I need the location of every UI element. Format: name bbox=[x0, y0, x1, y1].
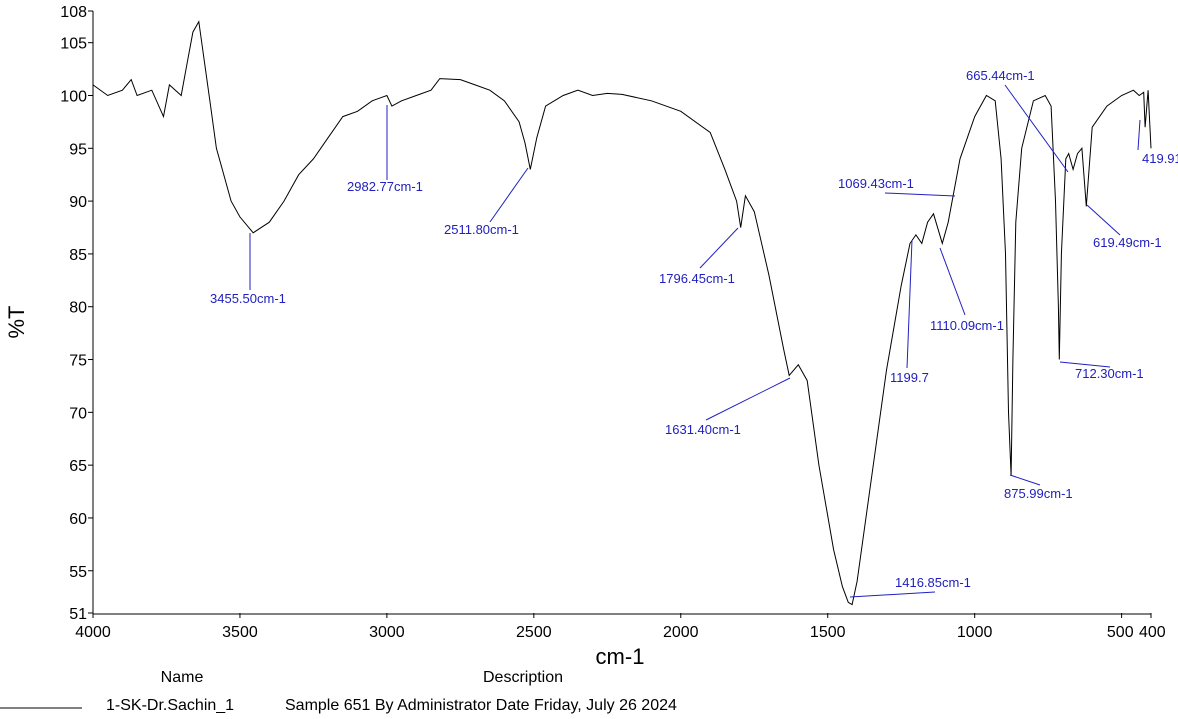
peak-label: 1416.85cm-1 bbox=[895, 575, 971, 590]
peak-leader bbox=[489, 167, 529, 223]
y-tick-label: 100 bbox=[60, 88, 87, 105]
y-tick-label: 60 bbox=[69, 511, 87, 528]
y-tick-label: 95 bbox=[69, 141, 87, 158]
x-tick-label: 4000 bbox=[75, 624, 111, 641]
peak-leader bbox=[906, 239, 913, 369]
peak-label: 875.99cm-1 bbox=[1004, 486, 1073, 501]
peak-label: 2511.80cm-1 bbox=[444, 222, 519, 237]
x-axis-label: cm-1 bbox=[596, 644, 645, 669]
y-tick-label: 65 bbox=[69, 458, 87, 475]
peak-leader bbox=[884, 192, 956, 197]
x-tick-label: 500 bbox=[1107, 624, 1134, 641]
peak-label: 619.49cm-1 bbox=[1093, 235, 1162, 250]
y-tick-label: 105 bbox=[60, 36, 87, 53]
y-tick-label: 90 bbox=[69, 194, 87, 211]
x-tick-label: 1000 bbox=[957, 624, 993, 641]
x-tick-label: 2000 bbox=[663, 624, 699, 641]
y-tick-label: 80 bbox=[69, 300, 87, 317]
x-tick-label: 3500 bbox=[222, 624, 258, 641]
peak-leader bbox=[1009, 474, 1041, 486]
y-axis-label: %T bbox=[4, 306, 29, 339]
peak-leader bbox=[705, 377, 791, 421]
peak-leader bbox=[939, 247, 966, 316]
peak-label: 1199.7 bbox=[890, 370, 929, 385]
peak-label: 2982.77cm-1 bbox=[347, 179, 423, 194]
y-tick-label: 55 bbox=[69, 564, 87, 581]
peak-leader bbox=[1004, 84, 1069, 173]
peak-label: 419.91cm-1 bbox=[1142, 151, 1178, 166]
y-tick-label: 70 bbox=[69, 405, 87, 422]
peak-leader bbox=[699, 227, 739, 269]
peak-label: 1069.43cm-1 bbox=[838, 176, 914, 191]
peak-label: 3455.50cm-1 bbox=[210, 291, 286, 306]
spectrum-line bbox=[92, 20, 1152, 606]
y-tick-label: 51 bbox=[69, 606, 87, 623]
peak-leader bbox=[1137, 119, 1141, 151]
y-tick-label: 75 bbox=[69, 353, 87, 370]
x-tick-label: 3000 bbox=[369, 624, 405, 641]
peak-label: 1631.40cm-1 bbox=[665, 422, 741, 437]
peak-label: 665.44cm-1 bbox=[966, 68, 1035, 83]
y-tick-label: 85 bbox=[69, 247, 87, 264]
legend-name: 1-SK-Dr.Sachin_1 bbox=[106, 697, 234, 714]
x-tick-label: 2500 bbox=[516, 624, 552, 641]
peak-leader bbox=[1086, 204, 1121, 236]
peak-leader bbox=[849, 591, 936, 598]
peak-leader bbox=[1059, 361, 1111, 368]
peak-label: 1796.45cm-1 bbox=[659, 271, 735, 286]
legend-header: Name bbox=[161, 669, 204, 686]
y-tick-label: 108 bbox=[60, 4, 87, 21]
legend-description: Sample 651 By Administrator Date Friday,… bbox=[285, 697, 677, 714]
peak-label: 1110.09cm-1 bbox=[930, 318, 1004, 333]
x-tick-label: 400 bbox=[1139, 624, 1166, 641]
legend-header: Description bbox=[483, 669, 563, 686]
x-tick-label: 1500 bbox=[810, 624, 846, 641]
peak-label: 712.30cm-1 bbox=[1075, 366, 1144, 381]
